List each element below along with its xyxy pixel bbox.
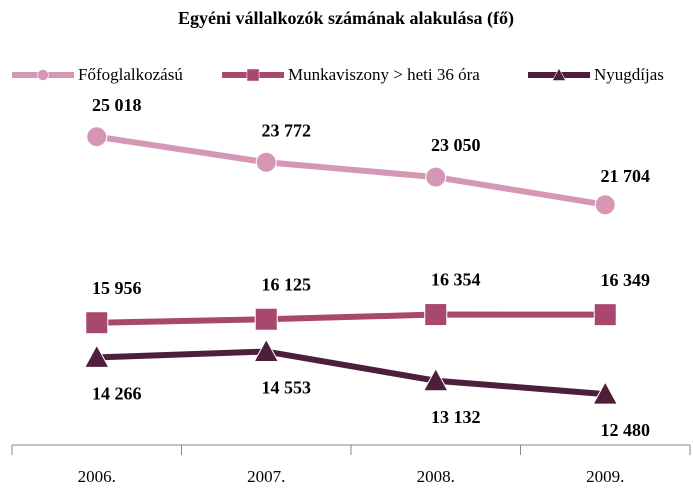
data-point bbox=[86, 126, 108, 148]
data-point bbox=[594, 194, 616, 216]
data-point bbox=[424, 303, 448, 327]
data-label: 14 553 bbox=[262, 378, 312, 398]
data-point bbox=[253, 338, 280, 363]
data-label: 23 050 bbox=[431, 135, 481, 155]
data-point bbox=[422, 367, 449, 392]
data-point bbox=[83, 344, 110, 368]
data-label: 21 704 bbox=[601, 166, 651, 186]
x-tick-label: 2007. bbox=[247, 467, 285, 486]
data-label: 15 956 bbox=[92, 278, 142, 298]
series-line bbox=[96, 133, 606, 208]
data-point bbox=[593, 303, 617, 327]
legend-label: Nyugdíjas bbox=[594, 65, 664, 84]
legend-label: Munkaviszony > heti 36 óra bbox=[288, 65, 480, 84]
legend-marker bbox=[246, 68, 260, 82]
series-line bbox=[96, 311, 606, 326]
series-line bbox=[96, 348, 606, 398]
data-label: 16 349 bbox=[601, 270, 651, 290]
legend-label: Főfoglalkozású bbox=[78, 65, 183, 84]
data-label: 25 018 bbox=[92, 95, 142, 115]
x-tick-label: 2009. bbox=[586, 467, 624, 486]
legend-marker bbox=[551, 67, 567, 81]
x-tick-label: 2008. bbox=[417, 467, 455, 486]
data-point bbox=[85, 311, 109, 335]
data-point bbox=[425, 166, 447, 188]
data-label: 23 772 bbox=[262, 120, 312, 140]
chart-title: Egyéni vállalkozók számának alakulása (f… bbox=[178, 8, 514, 29]
legend-marker bbox=[37, 69, 49, 81]
data-point bbox=[254, 307, 278, 331]
data-point bbox=[592, 381, 619, 405]
data-point bbox=[255, 151, 277, 173]
data-label: 16 354 bbox=[431, 270, 481, 290]
data-label: 12 480 bbox=[601, 420, 651, 440]
x-tick-label: 2006. bbox=[78, 467, 116, 486]
data-label: 13 132 bbox=[431, 407, 481, 427]
data-label: 14 266 bbox=[92, 384, 142, 404]
data-label: 16 125 bbox=[262, 274, 312, 294]
